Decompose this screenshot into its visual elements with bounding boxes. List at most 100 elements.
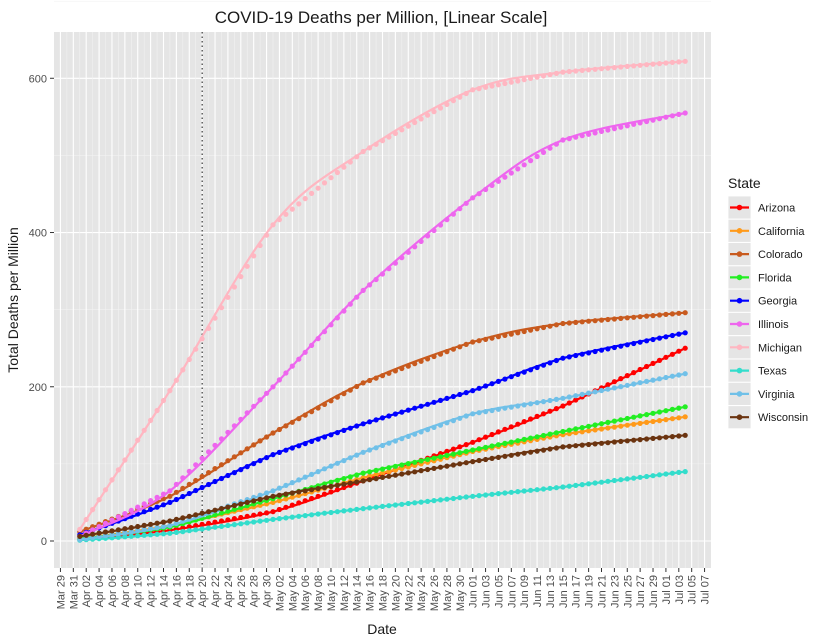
legend-key-point <box>736 274 743 281</box>
data-point-illinois <box>515 166 521 172</box>
x-tick-label: May 16 <box>365 575 377 611</box>
x-tick-label: Apr 04 <box>94 575 106 607</box>
data-point-michigan <box>334 169 340 176</box>
x-tick-label: Jun 13 <box>545 575 557 608</box>
trend-line-michigan <box>78 60 687 531</box>
x-tick-label: May 26 <box>429 575 441 611</box>
data-point-illinois <box>611 126 618 132</box>
data-point-michigan <box>321 180 328 186</box>
x-tick-label: Jun 17 <box>571 575 583 608</box>
x-tick-label: Apr 24 <box>223 575 235 607</box>
legend-key-point <box>736 414 743 421</box>
x-tick-label: May 04 <box>287 575 299 611</box>
legend-key-point <box>736 251 743 257</box>
x-tick-label: Apr 06 <box>107 575 119 607</box>
y-tick-label: 0 <box>41 536 47 548</box>
legend-label: California <box>758 226 805 238</box>
trend-line-illinois <box>78 111 687 538</box>
legend-label: Wisconsin <box>758 412 808 424</box>
series-group <box>77 58 688 543</box>
series-georgia <box>77 330 688 538</box>
data-point-illinois <box>115 514 121 520</box>
legend-key-point <box>736 297 743 304</box>
y-tick-label: 600 <box>29 73 47 85</box>
data-point-illinois <box>540 149 547 155</box>
x-tick-label: May 28 <box>442 575 454 611</box>
x-tick-label: Jun 19 <box>584 575 596 608</box>
legend-label: Florida <box>758 272 793 284</box>
x-tick-label: May 12 <box>339 575 351 611</box>
x-tick-label: Apr 08 <box>120 575 132 607</box>
data-point-michigan <box>302 196 308 202</box>
data-point-michigan <box>495 82 501 88</box>
data-point-michigan <box>309 190 315 196</box>
x-tick-label: Jun 23 <box>609 575 621 608</box>
x-tick-label: May 18 <box>378 575 390 611</box>
series-michigan <box>77 58 688 533</box>
legend-item-colorado: Colorado <box>727 242 803 267</box>
data-point-michigan <box>296 201 302 207</box>
x-tick-label: May 10 <box>326 575 338 611</box>
series-texas <box>77 469 688 543</box>
legend-key-point <box>736 344 743 351</box>
x-tick-label: Apr 02 <box>81 575 93 607</box>
legend-key-point <box>736 391 743 397</box>
legend-item-texas: Texas <box>727 358 787 383</box>
x-tick-label: Apr 30 <box>262 575 274 607</box>
data-point-illinois <box>135 504 141 510</box>
data-point-michigan <box>283 211 289 217</box>
data-point-illinois <box>605 127 611 133</box>
legend-item-virginia: Virginia <box>727 381 795 406</box>
data-point-michigan <box>508 79 514 85</box>
trend-line-virginia <box>78 372 687 541</box>
x-tick-label: Jun 07 <box>506 575 518 608</box>
x-tick-label: Apr 16 <box>171 575 183 607</box>
data-point-illinois <box>598 128 605 134</box>
x-tick-label: May 06 <box>300 575 312 611</box>
y-tick-label: 400 <box>29 228 47 240</box>
x-tick-label: Apr 28 <box>249 575 261 607</box>
legend-label: Michigan <box>758 342 802 354</box>
x-tick-label: May 20 <box>390 575 402 611</box>
x-tick-label: Apr 18 <box>184 575 196 607</box>
x-tick-label: May 08 <box>313 575 325 611</box>
trend-line-texas <box>78 470 687 542</box>
series-wisconsin <box>77 432 688 540</box>
x-axis: Mar 29 Mar 31 Apr 02 Apr 04 Apr 06 Apr 08 Apr … <box>55 568 712 611</box>
data-point-michigan <box>412 119 418 126</box>
data-point-michigan <box>431 109 437 115</box>
legend: State Arizona California Colorado Florida Ge… <box>727 175 808 430</box>
x-tick-label: Apr 26 <box>236 575 248 607</box>
data-point-michigan <box>521 77 527 83</box>
x-tick-label: May 14 <box>352 575 364 611</box>
data-point-michigan <box>405 123 411 129</box>
legend-item-michigan: Michigan <box>727 335 802 360</box>
x-tick-label: Jun 05 <box>493 575 505 608</box>
data-point-michigan <box>425 112 431 118</box>
x-tick-label: Mar 29 <box>55 575 67 609</box>
x-tick-label: Jun 21 <box>597 575 609 608</box>
data-point-michigan <box>289 206 295 212</box>
legend-key-point <box>736 228 743 234</box>
x-tick-label: Apr 22 <box>210 575 222 607</box>
x-tick-label: May 22 <box>403 575 415 611</box>
legend-item-georgia: Georgia <box>727 288 798 313</box>
chart-title: COVID-19 Deaths per Million, [Linear Sca… <box>215 8 548 27</box>
data-point-michigan <box>315 185 321 191</box>
data-point-illinois <box>502 174 508 180</box>
legend-key-point <box>736 204 743 211</box>
legend-label: Illinois <box>758 319 789 331</box>
x-tick-label: Apr 14 <box>159 575 171 607</box>
data-point-michigan <box>437 105 444 111</box>
x-tick-label: May 30 <box>455 575 467 611</box>
legend-key-point <box>736 367 743 374</box>
legend-item-wisconsin: Wisconsin <box>727 405 808 430</box>
legend-item-florida: Florida <box>727 265 793 290</box>
x-tick-label: Apr 20 <box>197 575 209 607</box>
data-point-michigan <box>328 175 334 181</box>
data-point-illinois <box>122 510 128 517</box>
x-tick-label: Mar 31 <box>68 575 80 609</box>
x-tick-label: Apr 10 <box>133 575 145 607</box>
legend-label: Texas <box>758 366 787 378</box>
